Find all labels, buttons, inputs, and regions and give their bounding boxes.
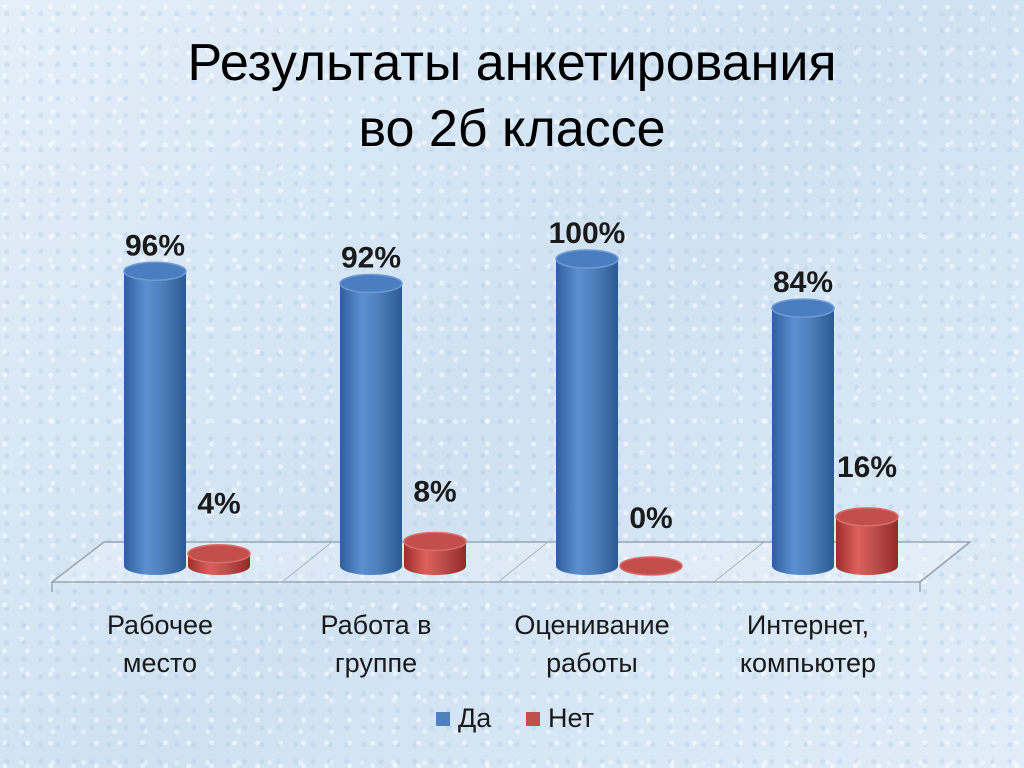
bar-yes-3 [771,298,835,575]
floor-divider [281,541,333,583]
floor-edge [919,541,971,583]
legend: Да Нет [436,703,594,733]
floor-divider [713,541,765,583]
category-label: Оценивание работы [514,610,669,678]
bar-yes-2 [555,249,619,575]
data-label: 16% [837,451,897,484]
bar-body [340,283,402,575]
legend-label: Да [458,703,492,733]
data-label: 100% [549,217,626,250]
title-line-1: Результаты анкетирования [187,34,837,92]
chart-title: Результаты анкетирования во 2б классе [0,30,1024,162]
bar-yes-1 [339,273,403,575]
bar-top [123,261,187,282]
bar-body [556,259,618,575]
legend-swatch [436,712,450,726]
bar-top [771,298,835,318]
legend-item-yes: Да [436,703,492,733]
chart-floor [49,541,973,592]
bar-top [619,556,683,576]
category-label: Рабочее место [107,610,213,678]
legend-item-no: Нет [526,703,594,733]
floor-divider [497,541,549,583]
bar-top [555,249,619,269]
data-label: 84% [773,266,833,299]
bar-no-3 [835,507,899,575]
category-label: Интернет, компьютер [740,610,876,678]
bar-top [403,531,467,552]
bar-no-1 [403,531,467,575]
bar-body [772,308,834,575]
bar-no-0 [187,543,251,575]
data-label: 4% [197,488,240,521]
bars-layer [123,249,899,576]
data-label: 0% [629,502,672,535]
bar-top [187,543,251,564]
bar-body [124,271,186,575]
data-label: 92% [341,242,401,275]
category-label: Работа в группе [321,610,432,678]
bar-no-2 [619,556,683,576]
data-labels-layer: 96% 92% 100% 84% 4% 8% 0% 16% [125,217,897,535]
bar-yes-0 [123,261,187,575]
legend-swatch [526,712,540,726]
legend-label: Нет [548,703,594,733]
bar-top [835,507,899,527]
bar-top [339,273,403,294]
data-label: 8% [413,475,456,508]
data-label: 96% [125,229,185,262]
category-labels-layer: Рабочее место Работа в группе Оценивание рабо… [107,610,876,678]
bar-body [836,516,898,575]
title-line-2: во 2б классе [358,100,666,158]
